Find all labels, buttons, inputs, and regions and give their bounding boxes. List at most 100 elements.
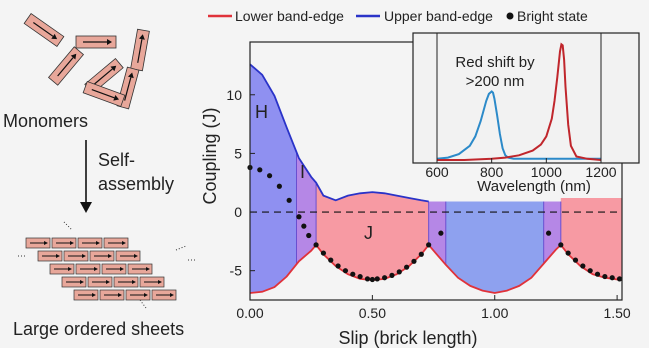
bright-state-point — [369, 276, 375, 283]
x-tick-label: 1.50 — [603, 305, 630, 321]
bright-state-point — [276, 183, 282, 189]
inset-title-line2: >200 nm — [466, 73, 525, 90]
sheet-continuation-dots — [139, 299, 147, 309]
inset-red-spectrum — [437, 42, 602, 161]
bright-state-point — [296, 214, 302, 220]
y-tick-label: -5 — [230, 263, 243, 279]
bright-state-point — [286, 197, 292, 203]
sheet-monomer — [151, 289, 177, 301]
inset-title-line1: Red shift by — [455, 54, 535, 71]
h-region-fill-2 — [445, 201, 544, 293]
sheet-monomer — [139, 276, 165, 288]
monomer — [130, 28, 150, 72]
sheet-monomer — [61, 276, 87, 288]
sheet-monomer — [127, 263, 153, 275]
bright-state-point — [411, 258, 417, 264]
bright-state-point — [426, 242, 432, 248]
sheet-monomer — [89, 250, 115, 262]
monomer — [82, 81, 126, 107]
bright-state-point — [580, 263, 586, 269]
inset-blue-spectrum — [436, 90, 601, 160]
coupling-chart: -5 0 5 10 0.00 0.50 1.00 1.50 H I J Coupling (J… — [200, 41, 631, 348]
bright-state-point — [313, 242, 319, 248]
monomer — [75, 35, 117, 49]
bright-state-point — [335, 263, 341, 269]
lower-band-edge-line — [249, 243, 623, 294]
bright-state-points — [247, 164, 623, 283]
bright-state-point — [350, 271, 356, 277]
bright-state-point — [609, 275, 615, 281]
bright-state-point — [342, 268, 349, 274]
sheet-monomer — [77, 237, 103, 249]
x-tick-label: 0.50 — [359, 305, 386, 321]
ordered-sheet — [18, 221, 196, 309]
bright-state-point — [594, 271, 601, 277]
bright-state-point — [257, 167, 263, 173]
self-assembly-label-1: Self- — [98, 150, 135, 170]
bright-state-point — [616, 276, 623, 282]
monomer — [47, 46, 85, 86]
band-lines — [249, 63, 623, 294]
region-label-h: H — [255, 102, 268, 122]
sheet-monomer — [115, 250, 141, 262]
legend-bright-marker — [506, 12, 514, 20]
x-axis-label: Slip (brick length) — [338, 328, 477, 348]
j-region-fill-2 — [560, 198, 622, 281]
inset-axes: 600 800 1000 1200 — [425, 33, 617, 180]
bright-state-point — [396, 269, 402, 275]
sheet-monomer — [125, 289, 151, 301]
upper-band-edge-line — [249, 63, 429, 203]
bright-state-point — [306, 232, 312, 239]
inset-x-tick-label: 800 — [480, 164, 504, 180]
bright-state-point — [364, 276, 371, 282]
bright-state-point — [545, 230, 552, 236]
sheet-monomer — [101, 263, 127, 275]
sheet-monomer — [37, 250, 63, 262]
bright-state-point — [328, 257, 334, 263]
sheets-label: Large ordered sheets — [13, 319, 184, 339]
y-tick-label: 5 — [234, 145, 242, 161]
monomers-label: Monomers — [3, 111, 88, 131]
h-region-fill — [250, 64, 297, 293]
bright-state-point — [301, 223, 307, 229]
legend-bright-label: Bright state — [517, 8, 588, 24]
sheet-monomer — [103, 237, 129, 249]
y-axis-label: Coupling (J) — [200, 107, 220, 204]
chart-axes: -5 0 5 10 0.00 0.50 1.00 1.50 — [226, 41, 631, 321]
inset-x-axis-label: Wavelength (nm) — [477, 178, 591, 195]
sheet-monomer — [99, 289, 125, 301]
monomer — [23, 13, 65, 47]
bright-state-point — [587, 268, 593, 274]
bright-state-point — [320, 250, 327, 256]
chart-legend: Lower band-edge Upper band-edge Bright s… — [208, 8, 588, 24]
sheet-monomer — [51, 237, 77, 249]
y-tick-label: 0 — [234, 204, 242, 220]
bright-state-point — [357, 273, 363, 280]
region-label-i: I — [300, 162, 305, 182]
sheet-monomer — [49, 263, 75, 275]
legend-upper-label: Upper band-edge — [384, 8, 493, 24]
bright-state-point — [558, 242, 564, 248]
sheet-monomer — [63, 250, 89, 262]
inset-spectra — [436, 42, 602, 161]
spectrum-inset: 600 800 1000 1200 Red shift by >200 nm Wave… — [412, 32, 640, 195]
bright-state-point — [382, 275, 388, 281]
sheet-continuation-dots — [175, 245, 187, 251]
bright-state-point — [572, 257, 579, 263]
sheet-monomer — [113, 276, 139, 288]
bright-state-point — [266, 173, 273, 179]
x-tick-label: 0.00 — [236, 305, 263, 321]
bright-state-point — [565, 250, 571, 256]
self-assembly-arrow-head — [80, 202, 92, 213]
inset-x-tick-label: 1000 — [531, 164, 562, 180]
x-tick-label: 1.00 — [481, 305, 508, 321]
inset-x-tick-label: 1200 — [585, 164, 616, 180]
sheet-continuation-dots — [63, 221, 73, 231]
bright-state-point — [418, 251, 424, 257]
inset-frame — [412, 32, 640, 164]
self-assembly-label-2: assembly — [98, 174, 174, 194]
y-tick-label: 10 — [226, 87, 242, 103]
legend-lower-label: Lower band-edge — [235, 8, 344, 24]
bright-state-point — [438, 230, 444, 236]
bright-state-point — [389, 272, 395, 278]
